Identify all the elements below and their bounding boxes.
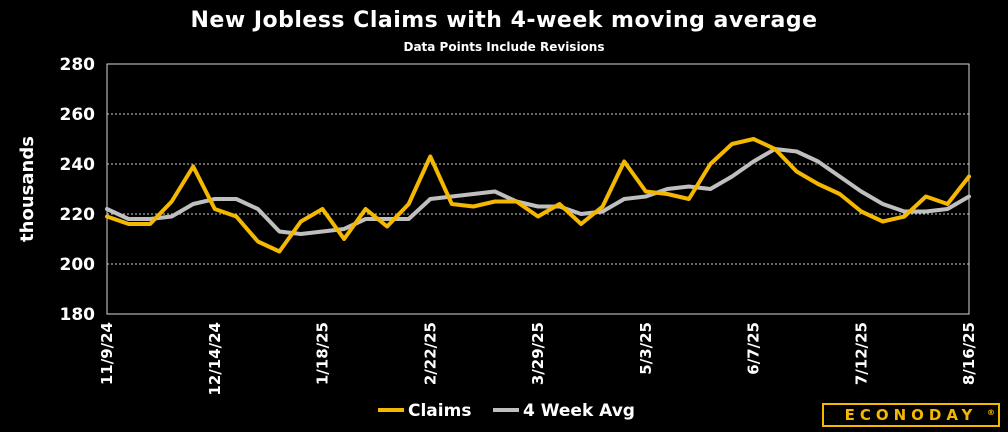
x-tick-label: 7/12/25: [852, 322, 870, 385]
y-tick-label: 220: [60, 205, 96, 225]
brand-name: ECONODAY: [844, 406, 978, 424]
chart-title: New Jobless Claims with 4-week moving av…: [190, 8, 818, 33]
legend-label: Claims: [408, 401, 471, 421]
brand-trademark: ®: [987, 408, 995, 417]
legend-label: 4 Week Avg: [523, 401, 635, 421]
series-layer: [105, 137, 971, 254]
x-tick-label: 12/14/24: [206, 322, 224, 396]
grid-layer: [107, 113, 969, 265]
y-axis-label: thousands: [17, 136, 38, 242]
x-tick-label: 1/18/25: [314, 322, 332, 385]
y-tick-label: 280: [60, 55, 96, 75]
y-tick-label: 260: [60, 105, 96, 125]
econoday-logo: ECONODAY ®: [822, 403, 1000, 427]
x-tick-label: 5/3/25: [637, 322, 655, 375]
chart-subtitle: Data Points Include Revisions: [403, 40, 605, 54]
x-tick-label: 11/9/24: [98, 322, 116, 385]
y-tick-label: 240: [60, 155, 96, 175]
series-line-claims: [105, 137, 971, 254]
x-tick-label: 6/7/25: [745, 322, 763, 375]
x-tick-label: 3/29/25: [529, 322, 547, 385]
series-line-4-week-avg: [105, 147, 971, 236]
x-axis-ticks: 11/9/24 12/14/24 1/18/25 2/22/25 3/29/25 5/3/…: [98, 322, 978, 396]
y-tick-label: 180: [60, 305, 96, 325]
x-tick-label: 8/16/25: [960, 322, 978, 385]
legend: Claims 4 Week Avg: [378, 401, 635, 421]
y-axis-ticks: 180 200 220 240 260 280: [60, 55, 96, 325]
plot-border: [106, 63, 970, 315]
x-tick-label: 2/22/25: [421, 322, 439, 385]
y-tick-label: 200: [60, 255, 96, 275]
